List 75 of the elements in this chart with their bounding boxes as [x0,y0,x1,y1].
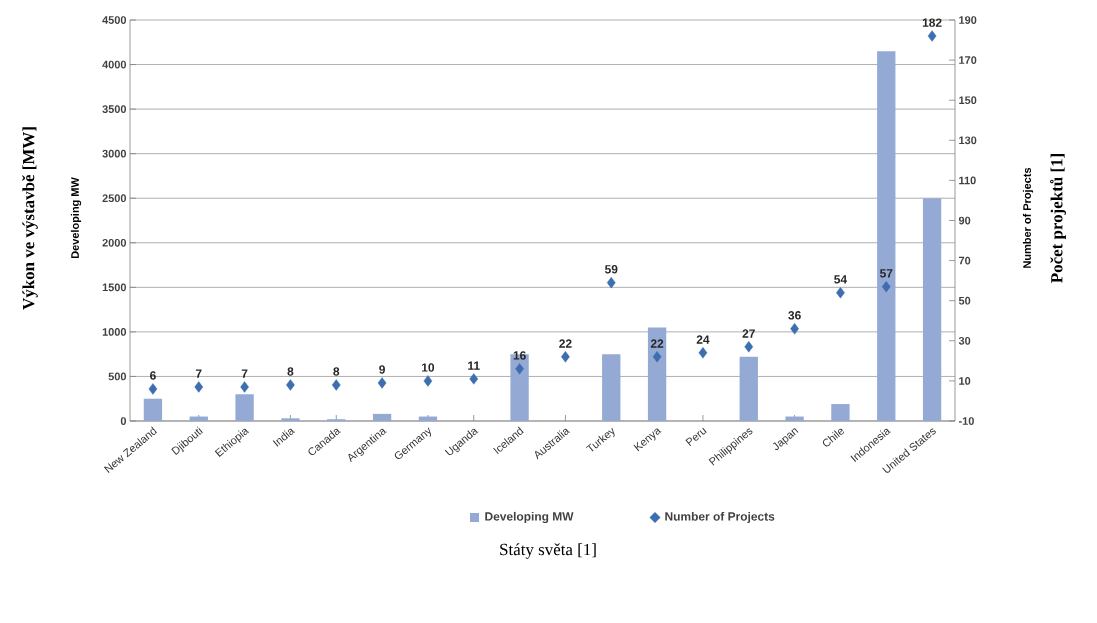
y2-tick-label: 130 [959,136,977,145]
point [744,341,754,353]
bar [235,394,254,421]
point [469,373,479,385]
data-label: 182 [922,18,942,27]
point [881,280,891,293]
point [606,276,616,289]
point [194,381,204,393]
bar [831,404,850,421]
y2-tick-label: 110 [959,176,976,185]
data-label: 11 [468,361,480,370]
point [561,351,570,363]
data-label: 22 [559,339,572,348]
bar [877,51,896,421]
point [790,323,799,335]
bar [372,413,392,421]
y-tick-label: 2500 [102,194,127,203]
bar [602,354,621,421]
legend-label: Developing MW [485,511,574,524]
data-label: 24 [696,335,710,344]
bar [922,198,942,421]
y-tick-label: 1500 [102,283,127,292]
data-label: 8 [333,367,340,376]
text: Number of Projects [1022,167,1034,268]
y2-axis-title: Počet projektů [1] [1050,154,1066,283]
data-label: 6 [150,371,156,380]
y-tick-label: 500 [108,372,127,381]
data-label: 7 [241,369,248,378]
bar [281,418,300,421]
y-tick-label: 1000 [102,328,127,336]
text: Developing MW [70,177,82,259]
y2-tick-label: 50 [958,296,971,305]
data-label: 9 [379,365,385,374]
bar [739,356,758,421]
data-label: 27 [742,329,755,338]
y-tick-label: 4500 [102,16,127,24]
y-tick-label: 2000 [102,238,127,247]
y2-tick-label: 90 [958,216,971,225]
point [148,383,158,395]
y2-tick-label: 70 [959,256,971,265]
point [331,379,341,391]
bar [647,327,667,421]
point [652,351,662,363]
y2-tick-label: -10 [958,417,974,425]
y2-tick-label: 170 [959,56,977,64]
data-label: 36 [788,311,801,320]
data-label: 57 [879,269,893,278]
y-tick-label: 0 [120,417,127,425]
data-label: 54 [834,275,847,284]
y2-tick-label: 150 [959,96,977,105]
bar [143,398,163,421]
data-label: 10 [422,363,435,372]
point [836,287,845,299]
y-axis-title: Výkon ve výstavbě [MW] [22,127,38,310]
point [515,363,524,375]
data-label: 22 [650,339,664,348]
point [377,377,387,389]
x-tick-label: Peru [685,427,707,447]
y-tick-label: 3000 [102,149,127,158]
bar [785,416,804,421]
y-tick-label: 4000 [102,60,127,69]
data-label: 59 [604,265,618,274]
point [286,379,295,391]
x-axis-title: Státy světa [1] [500,543,596,559]
legend-label: Number of Projects [665,511,775,524]
point [927,30,937,42]
y-tick-label: 3500 [102,105,127,113]
point [423,375,433,387]
y2-tick-label: 10 [959,377,971,385]
data-label: 8 [287,367,294,376]
data-label: 7 [195,369,202,378]
point [698,347,708,359]
y2-tick-label: 190 [959,16,977,24]
y2-tick-label: 30 [958,336,971,345]
point [240,381,249,393]
